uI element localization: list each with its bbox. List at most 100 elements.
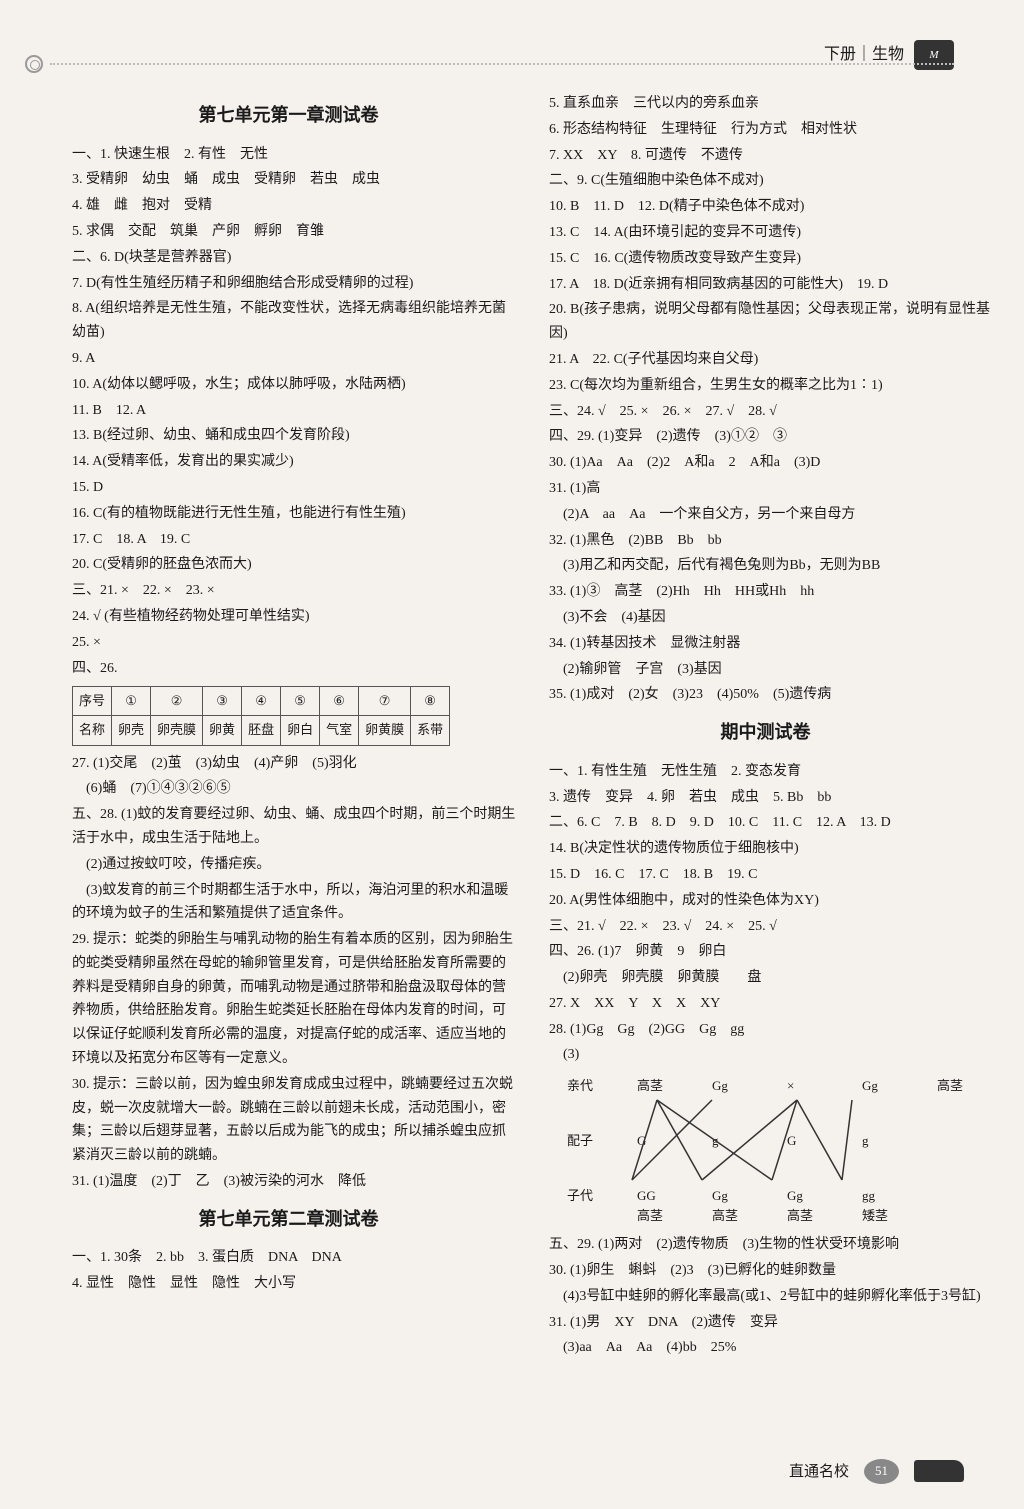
table-cell: 气室	[320, 716, 359, 745]
answer-line: 7. XX XY 8. 可遗传 不遗传	[537, 144, 994, 168]
cross-label: 高茎	[637, 1075, 682, 1097]
cross-label: 高茎	[787, 1205, 832, 1227]
left-column: 第七单元第一章测试卷 一、1. 快速生根 2. 有性 无性3. 受精卵 幼虫 蛹…	[60, 90, 517, 1362]
answer-line: 14. B(决定性状的遗传物质位于细胞核中)	[537, 837, 994, 861]
answer-line: 30. (1)Aa Aa (2)2 A和a 2 A和a (3)D	[537, 451, 994, 475]
answer-line: 28. (1)Gg Gg (2)GG Gg gg	[537, 1018, 994, 1042]
answer-line: 33. (1)③ 高茎 (2)Hh Hh HH或Hh hh	[537, 580, 994, 604]
answer-line: (3)不会 (4)基因	[537, 606, 994, 630]
answer-line: 35. (1)成对 (2)女 (3)23 (4)50% (5)遗传病	[537, 683, 994, 707]
answer-line: 30. (1)卵生 蝌蚪 (2)3 (3)已孵化的蛙卵数量	[537, 1259, 994, 1283]
answer-line: 二、6. D(块茎是营养器官)	[60, 246, 517, 270]
table-cell: 卵黄膜	[359, 716, 411, 745]
cross-label: 子代	[567, 1185, 607, 1207]
answer-line: 4. 雄 雌 抱对 受精	[60, 194, 517, 218]
answer-line: (3)	[537, 1043, 994, 1067]
answer-line: 34. (1)转基因技术 显微注射器	[537, 632, 994, 656]
answer-line: 四、26. (1)7 卵黄 9 卵白	[537, 940, 994, 964]
answer-line: 四、29. (1)变异 (2)遗传 (3)①② ③	[537, 425, 994, 449]
answer-line: 20. B(孩子患病，说明父母都有隐性基因；父母表现正常，说明有显性基因)	[537, 298, 994, 346]
answer-line: 10. A(幼体以鳃呼吸，水生；成体以肺呼吸，水陆两栖)	[60, 373, 517, 397]
page-header: 下册｜生物 M	[60, 40, 994, 70]
table-cell: 卵壳	[112, 716, 151, 745]
table-cell: 名称	[73, 716, 112, 745]
answer-line: 20. A(男性体细胞中，成对的性染色体为XY)	[537, 889, 994, 913]
table-cell: 卵壳膜	[151, 716, 203, 745]
answer-line: 30. 提示：三龄以前，因为蝗虫卵发育成成虫过程中，跳蝻要经过五次蜕皮，蜕一次皮…	[60, 1073, 517, 1168]
answer-line: (3)用乙和丙交配，后代有褐色兔则为Bb，无则为BB	[537, 554, 994, 578]
section-title: 第七单元第二章测试卷	[60, 1204, 517, 1235]
cross-label: ×	[787, 1075, 832, 1097]
answer-line: (2)A aa Aa 一个来自父方，另一个来自母方	[537, 503, 994, 527]
answer-line: 29. 提示：蛇类的卵胎生与哺乳动物的胎生有着本质的区别，因为卵胎生的蛇类受精卵…	[60, 928, 517, 1071]
answer-line: 31. (1)温度 (2)丁 乙 (3)被污染的河水 降低	[60, 1170, 517, 1194]
section-title: 第七单元第一章测试卷	[60, 100, 517, 131]
header-badge-icon: M	[914, 40, 954, 70]
answer-line: 25. ×	[60, 631, 517, 655]
table-cell: ④	[242, 687, 281, 716]
table-cell: ⑧	[411, 687, 450, 716]
table-cell: 卵白	[281, 716, 320, 745]
right-column: 5. 直系血亲 三代以内的旁系血亲6. 形态结构特征 生理特征 行为方式 相对性…	[537, 90, 994, 1362]
answer-line: (4)3号缸中蛙卵的孵化率最高(或1、2号缸中的蛙卵孵化率低于3号缸)	[537, 1285, 994, 1309]
answer-line: 13. C 14. A(由环境引起的变异不可遗传)	[537, 221, 994, 245]
answer-line: 21. A 22. C(子代基因均来自父母)	[537, 348, 994, 372]
table-cell: 胚盘	[242, 716, 281, 745]
dotted-rule	[50, 63, 954, 65]
cross-lines-icon	[622, 1095, 882, 1195]
answer-line: 7. D(有性生殖经历精子和卵细胞结合形成受精卵的过程)	[60, 272, 517, 296]
section-title: 期中测试卷	[537, 717, 994, 748]
answer-line: 14. A(受精率低，发育出的果实减少)	[60, 450, 517, 474]
answer-line: 五、29. (1)两对 (2)遗传物质 (3)生物的性状受环境影响	[537, 1233, 994, 1257]
answer-line: 13. B(经过卵、幼虫、蛹和成虫四个发育阶段)	[60, 424, 517, 448]
table-cell: ③	[203, 687, 242, 716]
answer-line: 17. A 18. D(近亲拥有相同致病基因的可能性大) 19. D	[537, 273, 994, 297]
cross-label: 亲代	[567, 1075, 607, 1097]
cross-label: GG	[637, 1185, 682, 1207]
footer-text: 直通名校	[789, 1459, 849, 1485]
answer-line: 三、21. √ 22. × 23. √ 24. × 25. √	[537, 915, 994, 939]
answer-line: 15. C 16. C(遗传物质改变导致产生变异)	[537, 247, 994, 271]
answer-line: 四、26.	[60, 657, 517, 681]
cross-label: 高茎	[637, 1205, 682, 1227]
answer-line: (2)卵壳 卵壳膜 卵黄膜 盘	[537, 966, 994, 990]
answer-line: 8. A(组织培养是无性生殖，不能改变性状，选择无病毒组织能培养无菌幼苗)	[60, 297, 517, 345]
answer-line: 一、1. 有性生殖 无性生殖 2. 变态发育	[537, 760, 994, 784]
answer-line: 32. (1)黑色 (2)BB Bb bb	[537, 529, 994, 553]
answer-line: 三、24. √ 25. × 26. × 27. √ 28. √	[537, 400, 994, 424]
cross-label: 配子	[567, 1130, 607, 1152]
answer-line: 五、28. (1)蚊的发育要经过卵、幼虫、蛹、成虫四个时期，前三个时期生活于水中…	[60, 803, 517, 851]
page-number: 51	[864, 1459, 899, 1484]
answer-line: 一、1. 30条 2. bb 3. 蛋白质 DNA DNA	[60, 1246, 517, 1270]
page-footer: 直通名校 51	[789, 1459, 964, 1485]
answer-line: (3)蚊发育的前三个时期都生活于水中，所以，海泊河里的积水和温暖的环境为蚊子的生…	[60, 879, 517, 927]
answer-line: 3. 遗传 变异 4. 卵 若虫 成虫 5. Bb bb	[537, 786, 994, 810]
table-cell: 序号	[73, 687, 112, 716]
answer-line: 6. 形态结构特征 生理特征 行为方式 相对性状	[537, 118, 994, 142]
cross-label: Gg	[712, 1075, 757, 1097]
genetic-cross-diagram: 亲代高茎Gg×Gg高茎 配子GgGg 子代GGGgGggg 高茎高茎高茎矮茎	[567, 1075, 994, 1225]
answer-line: 10. B 11. D 12. D(精子中染色体不成对)	[537, 195, 994, 219]
answer-line: 31. (1)高	[537, 477, 994, 501]
answer-line: (6)蛹 (7)①④③②⑥⑤	[60, 777, 517, 801]
answer-line: 4. 显性 隐性 显性 隐性 大小写	[60, 1272, 517, 1296]
answer-line: 15. D 16. C 17. C 18. B 19. C	[537, 863, 994, 887]
table-cell: ②	[151, 687, 203, 716]
answer-line: 20. C(受精卵的胚盘色浓而大)	[60, 553, 517, 577]
table-cell: 卵黄	[203, 716, 242, 745]
two-column-layout: 第七单元第一章测试卷 一、1. 快速生根 2. 有性 无性3. 受精卵 幼虫 蛹…	[60, 90, 994, 1362]
answer-line: 27. X XX Y X X XY	[537, 992, 994, 1016]
answer-line: 23. C(每次均为重新组合，生男生女的概率之比为1∶1)	[537, 374, 994, 398]
cross-label: Gg	[862, 1075, 907, 1097]
answer-line: 11. B 12. A	[60, 399, 517, 423]
answer-line: 一、1. 快速生根 2. 有性 无性	[60, 143, 517, 167]
answer-line: 27. (1)交尾 (2)茧 (3)幼虫 (4)产卵 (5)羽化	[60, 752, 517, 776]
answer-line: (2)通过按蚊叮咬，传播疟疾。	[60, 853, 517, 877]
egg-structure-table: 序号①②③④⑤⑥⑦⑧ 名称卵壳卵壳膜卵黄胚盘卵白气室卵黄膜系带	[72, 686, 450, 745]
answer-line: (2)输卵管 子宫 (3)基因	[537, 658, 994, 682]
answer-line: 3. 受精卵 幼虫 蛹 成虫 受精卵 若虫 成虫	[60, 168, 517, 192]
table-cell: ①	[112, 687, 151, 716]
table-cell: ⑦	[359, 687, 411, 716]
cross-label: Gg	[712, 1185, 757, 1207]
cross-label: 矮茎	[862, 1205, 907, 1227]
